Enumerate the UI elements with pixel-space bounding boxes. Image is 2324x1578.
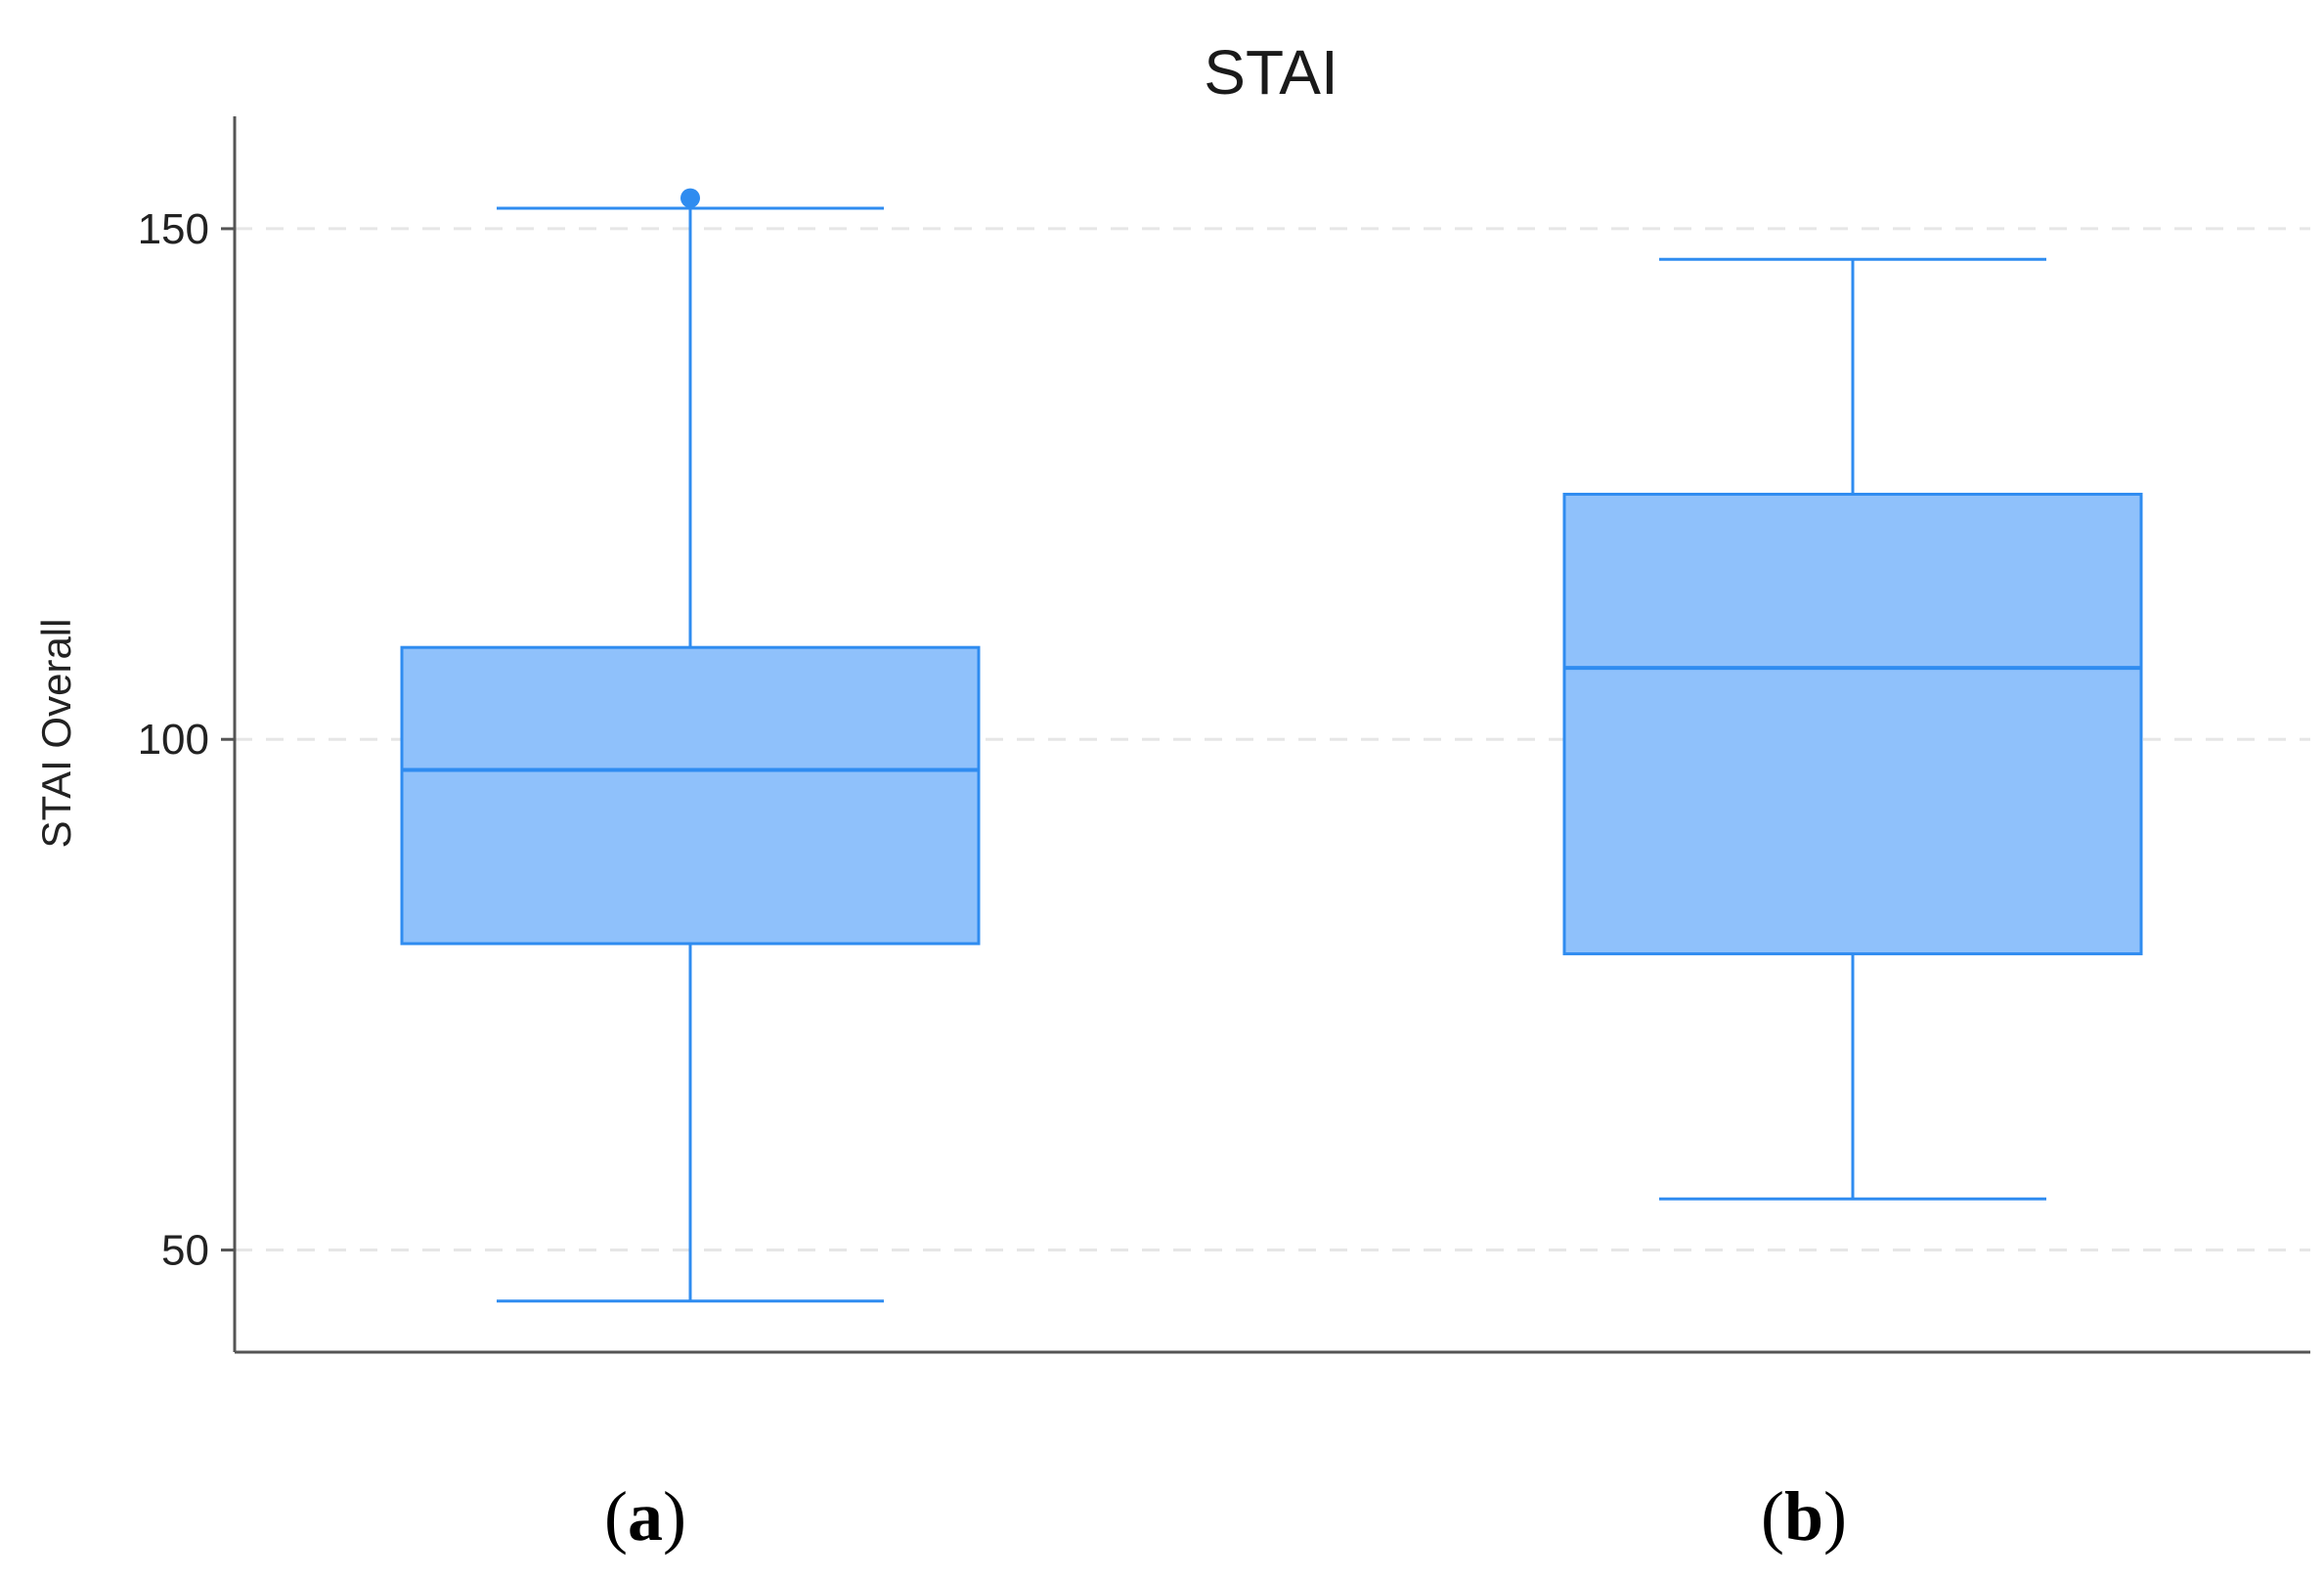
box-a: [400, 188, 981, 1303]
panel-letter: a: [628, 1477, 663, 1556]
box-b: [1562, 257, 2143, 1201]
panel-labels: (a) (b): [604, 1477, 1847, 1556]
panel-paren-close: ): [1823, 1477, 1847, 1556]
y-axis-label: STAI Overall: [33, 619, 79, 849]
panel-paren-open: (: [1761, 1477, 1784, 1556]
panel-paren-close: ): [663, 1477, 686, 1556]
chart-title: STAI: [1204, 37, 1338, 108]
box-group: [400, 188, 2143, 1303]
iqr-box: [400, 645, 981, 945]
axes: [233, 116, 2310, 1354]
panel-paren-open: (: [604, 1477, 628, 1556]
panel-label-b: (b): [1761, 1477, 1847, 1556]
y-tick-label-100: 100: [138, 716, 209, 764]
y-ticks: 50 100 150: [138, 205, 235, 1275]
outlier-point: [680, 188, 700, 208]
panel-letter: b: [1784, 1477, 1823, 1556]
iqr-box: [1562, 493, 2143, 956]
y-tick-label-150: 150: [138, 205, 209, 253]
y-tick-label-50: 50: [161, 1227, 209, 1275]
panel-label-a: (a): [604, 1477, 686, 1556]
